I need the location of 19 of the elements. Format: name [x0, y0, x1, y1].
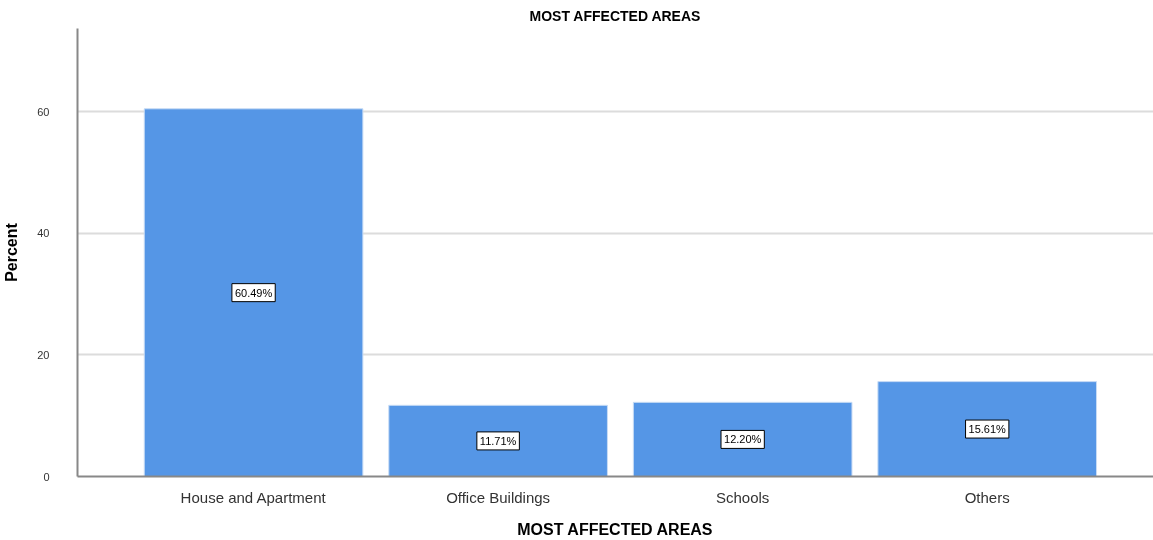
x-tick-label: Office Buildings	[446, 488, 551, 506]
y-tick-label: 0	[43, 470, 50, 483]
x-axis-title: MOST AFFECTED AREAS	[517, 520, 713, 538]
data-label: 60.49%	[234, 286, 273, 299]
bar	[632, 401, 853, 477]
data-label: 12.20%	[724, 433, 762, 446]
data-label: 11.71%	[479, 434, 517, 447]
bar	[388, 404, 608, 477]
x-tick-label: Schools	[715, 488, 770, 506]
bar	[877, 381, 1098, 477]
y-tick-label: 20	[37, 348, 50, 361]
x-tick-label: Others	[964, 488, 1010, 506]
x-tick-label: House and Apartment	[180, 488, 327, 506]
y-axis-title: Percent	[3, 222, 21, 282]
bar	[143, 108, 364, 477]
data-label: 15.61%	[968, 423, 1007, 436]
y-tick-label: 60	[37, 105, 50, 118]
chart-title: MOST AFFECTED AREAS	[529, 7, 701, 24]
y-tick-label: 40	[37, 227, 50, 240]
